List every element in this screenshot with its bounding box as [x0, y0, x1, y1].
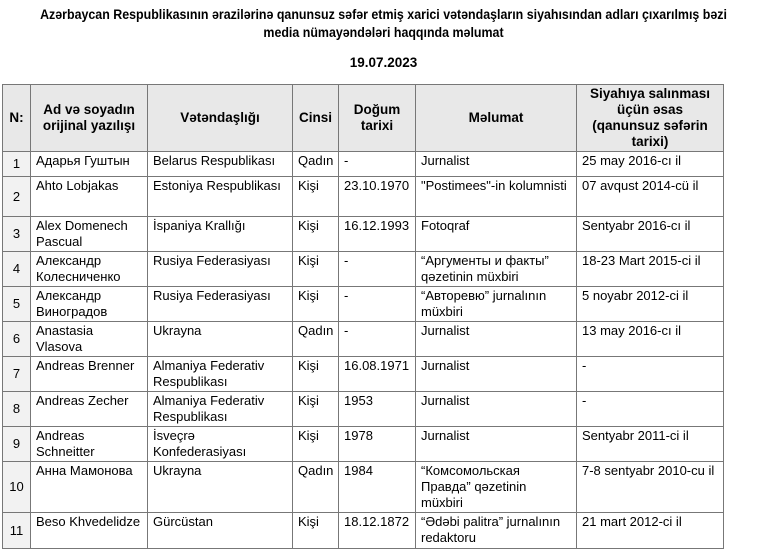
table-row: 11 Beso Khvedelidze Gürcüstan Kişi 18.12.187…	[2, 512, 724, 549]
table-row: 5 Александр Виноградов Rusiya Federasiyası…	[2, 286, 724, 322]
info-cell: “Аргументы и факты” qəzetinin müxbiri	[415, 251, 577, 287]
table-row: 7 Andreas Brenner Almaniya Federativ Respu…	[2, 356, 724, 392]
table-row: 4 Александр Колесниченко Rusiya Federasiya…	[2, 251, 724, 287]
birth-date-cell: 1953	[338, 391, 416, 427]
gender-cell: Kişi	[292, 512, 339, 549]
info-cell: “Комсомольская Правда” qəzetinin müxbiri	[415, 461, 577, 513]
info-cell: “Ədəbi palitra” jurnalının redaktoru	[415, 512, 577, 549]
row-number: 5	[2, 286, 31, 322]
info-cell: Fotoqraf	[415, 216, 577, 252]
document-title: Azərbaycan Respublikasının ərazilərinə q…	[40, 7, 727, 40]
gender-cell: Kişi	[292, 216, 339, 252]
info-cell: "Postimees"-in kolumnisti	[415, 176, 577, 217]
name-cell: Andreas Schneitter	[30, 426, 148, 462]
name-cell: Адарья Гуштын	[30, 151, 148, 177]
table-header-row: N: Ad və soyadın orijinal yazılışı Vətənda…	[2, 84, 724, 152]
info-cell: “Авторевю” jurnalının müxbiri	[415, 286, 577, 322]
row-number: 9	[2, 426, 31, 462]
gender-cell: Kişi	[292, 286, 339, 322]
citizenship-cell: Ukrayna	[147, 321, 293, 357]
citizenship-cell: Gürcüstan	[147, 512, 293, 549]
header-gender: Cinsi	[292, 84, 339, 152]
listing-reason-cell: 18-23 Mart 2015-ci il	[576, 251, 724, 287]
citizenship-cell: İspaniya Krallığı	[147, 216, 293, 252]
birth-date-cell: 18.12.1872	[338, 512, 416, 549]
listing-reason-cell: Sentyabr 2016-cı il	[576, 216, 724, 252]
info-cell: Jurnalist	[415, 356, 577, 392]
listing-reason-cell: -	[576, 391, 724, 427]
birth-date-cell: -	[338, 321, 416, 357]
table-row: 10 Анна Мамонова Ukrayna Qadın 1984 “Комсомол…	[2, 461, 724, 513]
name-cell: Ahto Lobjakas	[30, 176, 148, 217]
media-representatives-table: N: Ad və soyadın orijinal yazılışı Vətənda…	[2, 84, 724, 549]
name-cell: Anastasia Vlasova	[30, 321, 148, 357]
gender-cell: Qadın	[292, 461, 339, 513]
listing-reason-cell: 21 mart 2012-ci il	[576, 512, 724, 549]
birth-date-cell: 23.10.1970	[338, 176, 416, 217]
birth-date-cell: 16.12.1993	[338, 216, 416, 252]
info-cell: Jurnalist	[415, 151, 577, 177]
table-row: 3 Alex Domenech Pascual İspaniya Krallığı K…	[2, 216, 724, 252]
name-cell: Andreas Brenner	[30, 356, 148, 392]
header-citizenship: Vətəndaşlığı	[147, 84, 293, 152]
birth-date-cell: 1978	[338, 426, 416, 462]
table-row: 6 Anastasia Vlasova Ukrayna Qadın - Jurnalist…	[2, 321, 724, 357]
header-name: Ad və soyadın orijinal yazılışı	[30, 84, 148, 152]
citizenship-cell: Ukrayna	[147, 461, 293, 513]
gender-cell: Qadın	[292, 321, 339, 357]
name-cell: Andreas Zecher	[30, 391, 148, 427]
name-cell: Alex Domenech Pascual	[30, 216, 148, 252]
gender-cell: Kişi	[292, 176, 339, 217]
citizenship-cell: Estoniya Respublikası	[147, 176, 293, 217]
row-number: 1	[2, 151, 31, 177]
row-number: 4	[2, 251, 31, 287]
birth-date-cell: 16.08.1971	[338, 356, 416, 392]
name-cell: Анна Мамонова	[30, 461, 148, 513]
name-cell: Александр Виноградов	[30, 286, 148, 322]
name-cell: Beso Khvedelidze	[30, 512, 148, 549]
listing-reason-cell: 25 may 2016-cı il	[576, 151, 724, 177]
row-number: 8	[2, 391, 31, 427]
header-info: Məlumat	[415, 84, 577, 152]
row-number: 3	[2, 216, 31, 252]
row-number: 6	[2, 321, 31, 357]
birth-date-cell: -	[338, 251, 416, 287]
row-number: 7	[2, 356, 31, 392]
table-row: 9 Andreas Schneitter İsveçrə Konfederasiya…	[2, 426, 724, 462]
citizenship-cell: İsveçrə Konfederasiyası	[147, 426, 293, 462]
listing-reason-cell: 5 noyabr 2012-ci il	[576, 286, 724, 322]
citizenship-cell: Rusiya Federasiyası	[147, 251, 293, 287]
row-number: 11	[2, 512, 31, 549]
gender-cell: Kişi	[292, 426, 339, 462]
info-cell: Jurnalist	[415, 321, 577, 357]
gender-cell: Qadın	[292, 151, 339, 177]
header-listing-reason: Siyahıya salınması üçün əsas (qanunsuz s…	[576, 84, 724, 152]
citizenship-cell: Almaniya Federativ Respublikası	[147, 356, 293, 392]
gender-cell: Kişi	[292, 251, 339, 287]
row-number: 10	[2, 461, 31, 513]
table-row: 1 Адарья Гуштын Belarus Respublikası Qadın -…	[2, 151, 724, 177]
info-cell: Jurnalist	[415, 426, 577, 462]
birth-date-cell: -	[338, 151, 416, 177]
header-birth-date: Doğum tarixi	[338, 84, 416, 152]
table-row: 2 Ahto Lobjakas Estoniya Respublikası Kişi 2…	[2, 176, 724, 217]
birth-date-cell: -	[338, 286, 416, 322]
gender-cell: Kişi	[292, 391, 339, 427]
listing-reason-cell: 13 may 2016-cı il	[576, 321, 724, 357]
birth-date-cell: 1984	[338, 461, 416, 513]
row-number: 2	[2, 176, 31, 217]
document-date: 19.07.2023	[349, 55, 418, 70]
citizenship-cell: Rusiya Federasiyası	[147, 286, 293, 322]
citizenship-cell: Belarus Respublikası	[147, 151, 293, 177]
listing-reason-cell: 07 avqust 2014-cü il	[576, 176, 724, 217]
name-cell: Александр Колесниченко	[30, 251, 148, 287]
info-cell: Jurnalist	[415, 391, 577, 427]
listing-reason-cell: 7-8 sentyabr 2010-cu il	[576, 461, 724, 513]
table-row: 8 Andreas Zecher Almaniya Federativ Respub…	[2, 391, 724, 427]
listing-reason-cell: Sentyabr 2011-ci il	[576, 426, 724, 462]
gender-cell: Kişi	[292, 356, 339, 392]
listing-reason-cell: -	[576, 356, 724, 392]
citizenship-cell: Almaniya Federativ Respublikası	[147, 391, 293, 427]
header-number: N:	[2, 84, 31, 152]
